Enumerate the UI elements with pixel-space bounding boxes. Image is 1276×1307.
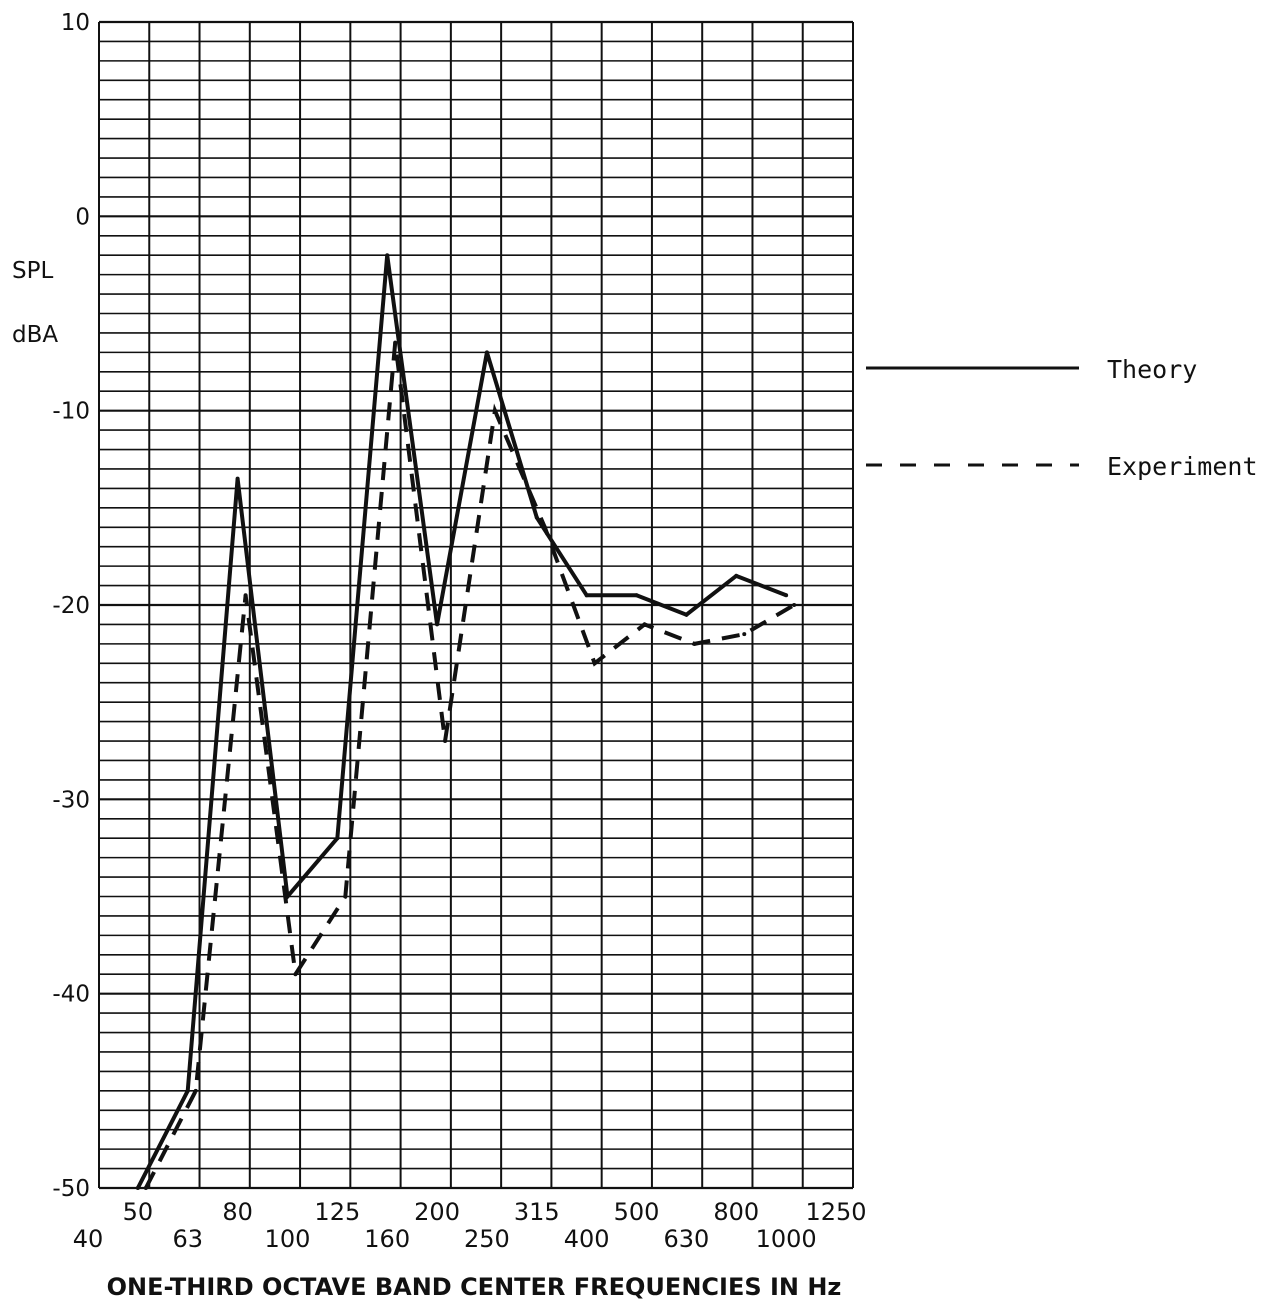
x-tick-label: 1250 bbox=[805, 1198, 866, 1226]
series-line-experiment bbox=[144, 342, 796, 1189]
chart-series bbox=[135, 253, 797, 1190]
x-tick-label: 40 bbox=[73, 1225, 104, 1253]
x-tick-label: 800 bbox=[713, 1198, 759, 1226]
y-tick-label: -20 bbox=[52, 593, 90, 619]
x-tick-label: 400 bbox=[564, 1225, 610, 1253]
data-point-theory bbox=[534, 515, 539, 520]
data-point-theory bbox=[235, 476, 240, 481]
legend-theory-label: Theory bbox=[1107, 355, 1197, 384]
data-point-theory bbox=[135, 1186, 140, 1190]
x-tick-label: 80 bbox=[222, 1198, 253, 1226]
data-point-theory bbox=[185, 1088, 190, 1093]
y-tick-label: -40 bbox=[52, 982, 90, 1008]
x-tick-label: 50 bbox=[123, 1198, 154, 1226]
data-point-theory bbox=[484, 350, 489, 355]
y-axis-label-spl: SPL bbox=[12, 258, 53, 284]
y-tick-label: 10 bbox=[61, 10, 90, 36]
data-point-theory bbox=[435, 622, 440, 627]
data-point-experiment bbox=[592, 661, 597, 666]
x-tick-label: 200 bbox=[414, 1198, 460, 1226]
data-point-theory bbox=[385, 253, 390, 258]
y-tick-labels: 10 0 -10 -20 -30 -40 -50 bbox=[52, 10, 90, 1202]
y-tick-label: -50 bbox=[52, 1176, 90, 1202]
data-point-theory bbox=[784, 593, 789, 598]
data-point-experiment bbox=[642, 622, 647, 627]
legend-experiment-label: Experiment bbox=[1107, 452, 1258, 481]
data-point-experiment bbox=[393, 340, 398, 345]
x-axis-title: ONE-THIRD OCTAVE BAND CENTER FREQUENCIES… bbox=[107, 1273, 842, 1301]
x-tick-label: 160 bbox=[364, 1225, 410, 1253]
series-line-theory bbox=[136, 254, 787, 1189]
y-tick-label: 0 bbox=[75, 204, 90, 230]
data-point-theory bbox=[634, 593, 639, 598]
y-axis-label-dba: dBA bbox=[12, 322, 58, 348]
data-point-experiment bbox=[443, 739, 448, 744]
legend: Theory Experiment bbox=[866, 355, 1258, 481]
x-tick-label: 630 bbox=[663, 1225, 709, 1253]
data-point-experiment bbox=[692, 641, 697, 646]
data-point-theory bbox=[734, 573, 739, 578]
data-point-experiment bbox=[193, 1088, 198, 1093]
x-tick-label: 250 bbox=[464, 1225, 510, 1253]
data-point-experiment bbox=[542, 525, 547, 530]
data-point-theory bbox=[684, 612, 689, 617]
data-point-experiment bbox=[343, 894, 348, 899]
data-point-experiment bbox=[492, 408, 497, 413]
x-tick-labels: 40 50 63 80 10012516020025031540050063080010… bbox=[73, 1198, 867, 1253]
x-tick-label: 63 bbox=[172, 1225, 203, 1253]
y-tick-label: -10 bbox=[52, 399, 90, 425]
chart-grid bbox=[98, 20, 854, 1190]
data-point-experiment bbox=[742, 632, 747, 637]
x-tick-label: 125 bbox=[314, 1198, 360, 1226]
y-tick-label: -30 bbox=[52, 787, 90, 813]
x-tick-label: 500 bbox=[614, 1198, 660, 1226]
data-point-experiment bbox=[792, 603, 797, 607]
data-point-theory bbox=[335, 836, 340, 841]
data-point-experiment bbox=[143, 1186, 148, 1190]
data-point-experiment bbox=[293, 972, 298, 977]
x-tick-label: 1000 bbox=[756, 1225, 817, 1253]
data-point-theory bbox=[584, 593, 589, 598]
data-point-experiment bbox=[243, 593, 248, 598]
x-tick-label: 315 bbox=[514, 1198, 560, 1226]
x-tick-label: 100 bbox=[265, 1225, 311, 1253]
